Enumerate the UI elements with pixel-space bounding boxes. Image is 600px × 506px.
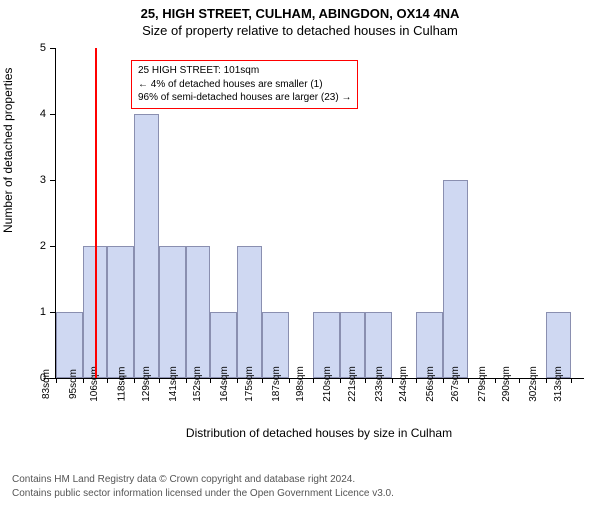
annotation-box: 25 HIGH STREET: 101sqm← 4% of detached h…: [131, 60, 358, 109]
x-tick: [186, 378, 187, 383]
histogram-bar: [186, 246, 211, 378]
x-tick-label: 83sqm: [41, 369, 52, 399]
x-tick-label: 175sqm: [244, 366, 255, 402]
x-tick-label: 141sqm: [168, 366, 179, 402]
x-tick: [416, 378, 417, 383]
x-tick-label: 221sqm: [347, 366, 358, 402]
x-tick-label: 198sqm: [295, 366, 306, 402]
x-tick: [237, 378, 238, 383]
y-tick-label: 2: [40, 240, 46, 252]
x-tick: [107, 378, 108, 383]
x-tick-label: 164sqm: [219, 366, 230, 402]
footer-line: Contains public sector information licen…: [12, 487, 394, 501]
x-tick-label: 244sqm: [398, 366, 409, 402]
histogram-bar: [159, 246, 186, 378]
x-tick-label: 302sqm: [528, 366, 539, 402]
annotation-line: ← 4% of detached houses are smaller (1): [138, 78, 351, 92]
x-tick: [210, 378, 211, 383]
x-tick-label: 290sqm: [501, 366, 512, 402]
y-tick-label: 1: [40, 306, 46, 318]
x-tick-label: 129sqm: [141, 366, 152, 402]
x-tick: [159, 378, 160, 383]
y-tick: [50, 246, 56, 247]
x-tick: [134, 378, 135, 383]
x-tick-label: 152sqm: [193, 366, 204, 402]
x-tick: [313, 378, 314, 383]
histogram-bar: [237, 246, 262, 378]
y-tick-label: 5: [40, 42, 46, 54]
x-tick: [519, 378, 520, 383]
x-tick: [262, 378, 263, 383]
x-tick-label: 256sqm: [425, 366, 436, 402]
plot-area: 01234583sqm95sqm106sqm118sqm129sqm141sqm…: [55, 48, 584, 379]
x-tick-label: 118sqm: [117, 367, 128, 402]
page-title: 25, HIGH STREET, CULHAM, ABINGDON, OX14 …: [0, 6, 600, 21]
annotation-line: 96% of semi-detached houses are larger (…: [138, 91, 351, 105]
histogram-bar: [134, 114, 159, 378]
y-tick-label: 4: [40, 108, 46, 120]
x-tick: [365, 378, 366, 383]
y-tick: [50, 48, 56, 49]
y-tick: [50, 180, 56, 181]
x-tick: [289, 378, 290, 383]
x-tick-label: 210sqm: [322, 366, 333, 402]
annotation-line: 25 HIGH STREET: 101sqm: [138, 64, 351, 78]
histogram-bar: [107, 246, 134, 378]
x-tick-label: 313sqm: [553, 366, 564, 402]
attribution-footer: Contains HM Land Registry data © Crown c…: [12, 473, 394, 500]
x-tick: [468, 378, 469, 383]
reference-line: [95, 48, 97, 378]
x-tick-label: 95sqm: [68, 369, 79, 399]
x-tick: [392, 378, 393, 383]
x-tick: [340, 378, 341, 383]
x-tick-label: 233sqm: [374, 366, 385, 402]
histogram-bar: [443, 180, 468, 378]
footer-line: Contains HM Land Registry data © Crown c…: [12, 473, 394, 487]
y-tick-label: 3: [40, 174, 46, 186]
x-tick: [443, 378, 444, 383]
x-tick: [571, 378, 572, 383]
x-tick: [56, 378, 57, 383]
x-tick: [546, 378, 547, 383]
x-tick-label: 267sqm: [450, 366, 461, 402]
x-axis-label: Distribution of detached houses by size …: [55, 426, 583, 440]
x-tick: [495, 378, 496, 383]
y-axis-label: Number of detached properties: [1, 68, 15, 233]
chart-container: Number of detached properties 01234583sq…: [0, 48, 600, 418]
x-tick: [83, 378, 84, 383]
x-tick-label: 279sqm: [477, 366, 488, 402]
y-tick: [50, 114, 56, 115]
page-subtitle: Size of property relative to detached ho…: [0, 23, 600, 38]
x-tick-label: 187sqm: [271, 366, 282, 402]
